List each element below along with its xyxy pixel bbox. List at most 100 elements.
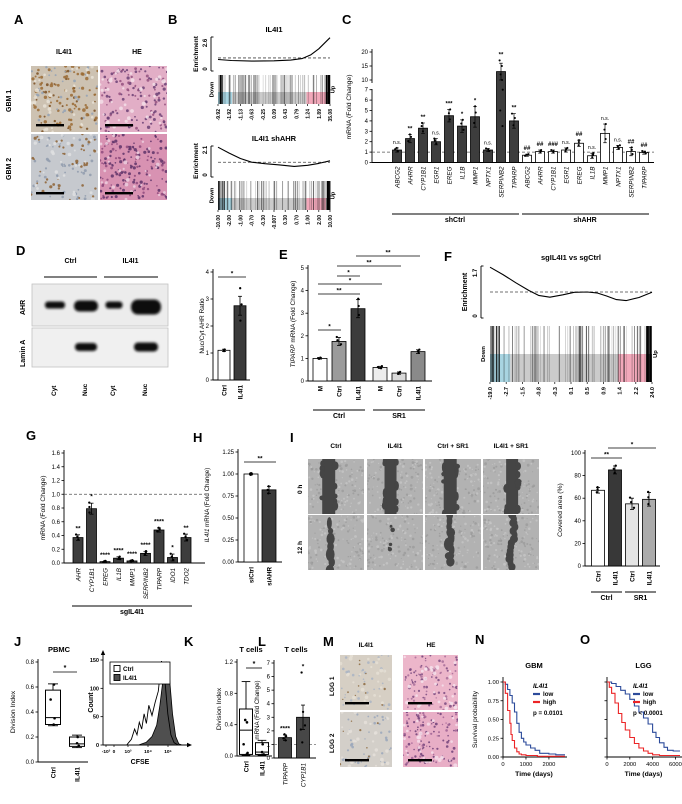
svg-text:4: 4: [267, 702, 271, 708]
svg-text:EREG: EREG: [447, 166, 454, 184]
svg-text:150: 150: [90, 658, 99, 664]
svg-text:0.5: 0.5: [585, 387, 591, 395]
svg-text:Division Index: Division Index: [216, 687, 223, 730]
svg-text:*: *: [328, 324, 331, 331]
blot-group-il4i1: IL4I1: [122, 258, 139, 265]
svg-text:Ctrl: Ctrl: [123, 666, 134, 673]
panel-a-col-il4i1: IL4I1: [56, 49, 72, 56]
panel-a-row-gbm2: GBM 2: [6, 157, 13, 180]
svg-text:0.25: 0.25: [222, 538, 234, 544]
svg-text:##: ##: [576, 132, 583, 138]
svg-text:MMP1: MMP1: [473, 167, 480, 185]
svg-text:-1.92: -1.92: [227, 109, 233, 121]
svg-text:GBM: GBM: [525, 661, 543, 670]
svg-text:2.00: 2.00: [317, 215, 323, 225]
gbm2-il4i1-image: [31, 134, 98, 200]
svg-text:0: 0: [203, 67, 209, 71]
svg-text:Up: Up: [653, 350, 659, 358]
svg-text:1.2: 1.2: [225, 660, 234, 666]
svg-text:Ctrl: Ctrl: [596, 571, 603, 582]
svg-text:80: 80: [574, 474, 581, 480]
svg-text:Ctrl: Ctrl: [600, 595, 612, 602]
svg-text:EREG: EREG: [103, 568, 110, 586]
svg-text:low: low: [543, 691, 553, 698]
svg-text:1: 1: [365, 150, 369, 156]
svg-text:5: 5: [267, 688, 271, 694]
panel-g-label: G: [26, 428, 37, 443]
svg-text:high: high: [543, 699, 556, 706]
svg-text:sgIL4I1: sgIL4I1: [120, 609, 144, 616]
panel-m-row-lgg1: LGG 1: [329, 676, 336, 696]
svg-text:ABCG2: ABCG2: [525, 166, 532, 189]
svg-text:1000: 1000: [520, 762, 533, 768]
svg-text:-0.8: -0.8: [537, 387, 543, 396]
svg-text:high: high: [643, 699, 656, 706]
svg-text:TIPARP: TIPARP: [512, 166, 519, 189]
svg-text:****: ****: [154, 519, 165, 526]
svg-text:Survival probability: Survival probability: [472, 690, 479, 748]
svg-text:***: ***: [445, 101, 453, 107]
svg-text:1.7: 1.7: [473, 268, 479, 277]
svg-text:**: **: [499, 52, 504, 58]
svg-text:2: 2: [301, 334, 305, 340]
panel-m-col-il4i1: IL4I1: [358, 642, 374, 649]
svg-text:0: 0: [605, 762, 608, 768]
svg-text:IL1B: IL1B: [116, 568, 123, 581]
panel-a-row-gbm1: GBM 1: [6, 89, 13, 112]
svg-text:Ctrl: Ctrl: [630, 571, 637, 582]
panel-m-row-lgg2: LGG 2: [329, 733, 336, 753]
svg-text:*: *: [631, 442, 634, 449]
svg-text:n.s.: n.s.: [562, 140, 570, 146]
svg-text:Enrichment: Enrichment: [193, 35, 200, 72]
gbm1-he-image: [100, 66, 167, 132]
svg-text:MMP1: MMP1: [130, 568, 137, 586]
panel-c-label: C: [342, 12, 352, 27]
svg-text:0.2: 0.2: [52, 547, 61, 553]
svg-text:T cells: T cells: [284, 645, 307, 654]
svg-text:p = 0.0101: p = 0.0101: [533, 710, 563, 717]
svg-text:-0.007: -0.007: [272, 215, 278, 229]
wound-col-ctrl-sr1: Ctrl + SR1: [437, 443, 469, 450]
svg-text:IL4I1: IL4I1: [123, 675, 138, 682]
svg-text:MMP1: MMP1: [603, 167, 610, 185]
svg-text:2.2: 2.2: [634, 387, 640, 395]
svg-text:1.24: 1.24: [306, 109, 312, 119]
svg-text:*: *: [461, 112, 464, 118]
svg-text:IL4I1: IL4I1: [416, 386, 423, 401]
svg-text:5: 5: [365, 109, 369, 115]
panel-i-label: I: [290, 430, 294, 445]
svg-text:**: **: [421, 115, 426, 121]
svg-text:-0.63: -0.63: [250, 109, 256, 121]
svg-text:Ctrl: Ctrl: [244, 761, 251, 772]
panel-b-label: B: [168, 12, 178, 27]
svg-text:-10.00: -10.00: [216, 215, 222, 229]
gbm1-il4i1-image: [31, 66, 98, 132]
svg-text:low: low: [643, 691, 653, 698]
svg-text:0.8: 0.8: [225, 691, 234, 697]
svg-text:0: 0: [365, 161, 369, 167]
svg-text:Time (days): Time (days): [625, 771, 663, 778]
panel-f-label: F: [444, 249, 452, 264]
svg-text:**: **: [366, 260, 372, 267]
svg-text:0.30: 0.30: [283, 215, 289, 225]
svg-text:35.08: 35.08: [328, 109, 334, 122]
svg-text:****: ****: [280, 725, 291, 732]
svg-text:IL4I1: IL4I1: [633, 683, 648, 690]
wound-ctrlsr1-0h: [425, 459, 481, 514]
svg-text:0.9: 0.9: [601, 387, 607, 395]
svg-text:Ctrl: Ctrl: [337, 386, 344, 397]
svg-text:1: 1: [206, 351, 210, 357]
panel-a-col-he: HE: [132, 49, 142, 56]
wound-row-12h: 12 h: [297, 540, 304, 554]
wound-ctrlsr1-12h: [425, 515, 481, 570]
svg-text:0: 0: [301, 379, 305, 385]
svg-text:n.s.: n.s.: [601, 116, 609, 122]
wound-ctrl-0h: [308, 459, 364, 514]
gbm2-he-image: [100, 134, 167, 200]
svg-text:**: **: [512, 106, 517, 112]
svg-text:0.75: 0.75: [222, 494, 234, 500]
svg-text:CYP1B1: CYP1B1: [89, 568, 96, 592]
panel-k-label: K: [184, 634, 194, 649]
svg-text:-0.70: -0.70: [250, 215, 256, 227]
